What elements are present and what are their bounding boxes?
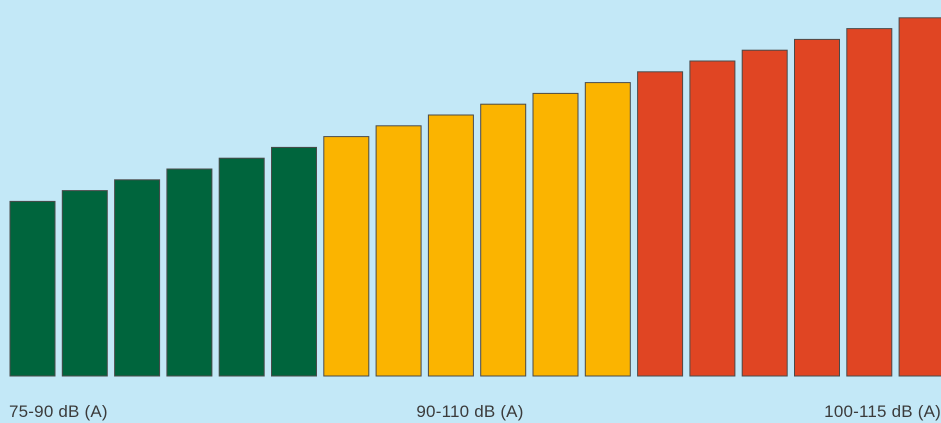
bar-9 [427, 114, 474, 377]
bar-7 [323, 136, 370, 377]
bar-1 [9, 200, 56, 377]
bar-18 [898, 17, 941, 377]
bar-14 [689, 60, 736, 377]
bar-16 [794, 38, 840, 377]
zone-label-high: 100-115 dB (A) [824, 402, 941, 421]
bar-12 [584, 82, 631, 377]
bar-3 [114, 179, 161, 377]
zone-label-low: 75-90 dB (A) [9, 402, 108, 421]
bar-2 [61, 190, 108, 377]
bar-15 [741, 49, 788, 377]
bar-13 [637, 71, 684, 377]
bar-5 [218, 157, 265, 377]
bar-4 [166, 168, 213, 377]
bar-10 [480, 103, 527, 377]
bar-17 [846, 28, 893, 377]
zone-label-mid: 90-110 dB (A) [416, 402, 524, 421]
bar-8 [375, 125, 422, 377]
bar-6 [271, 146, 317, 377]
bar-11 [532, 92, 579, 377]
